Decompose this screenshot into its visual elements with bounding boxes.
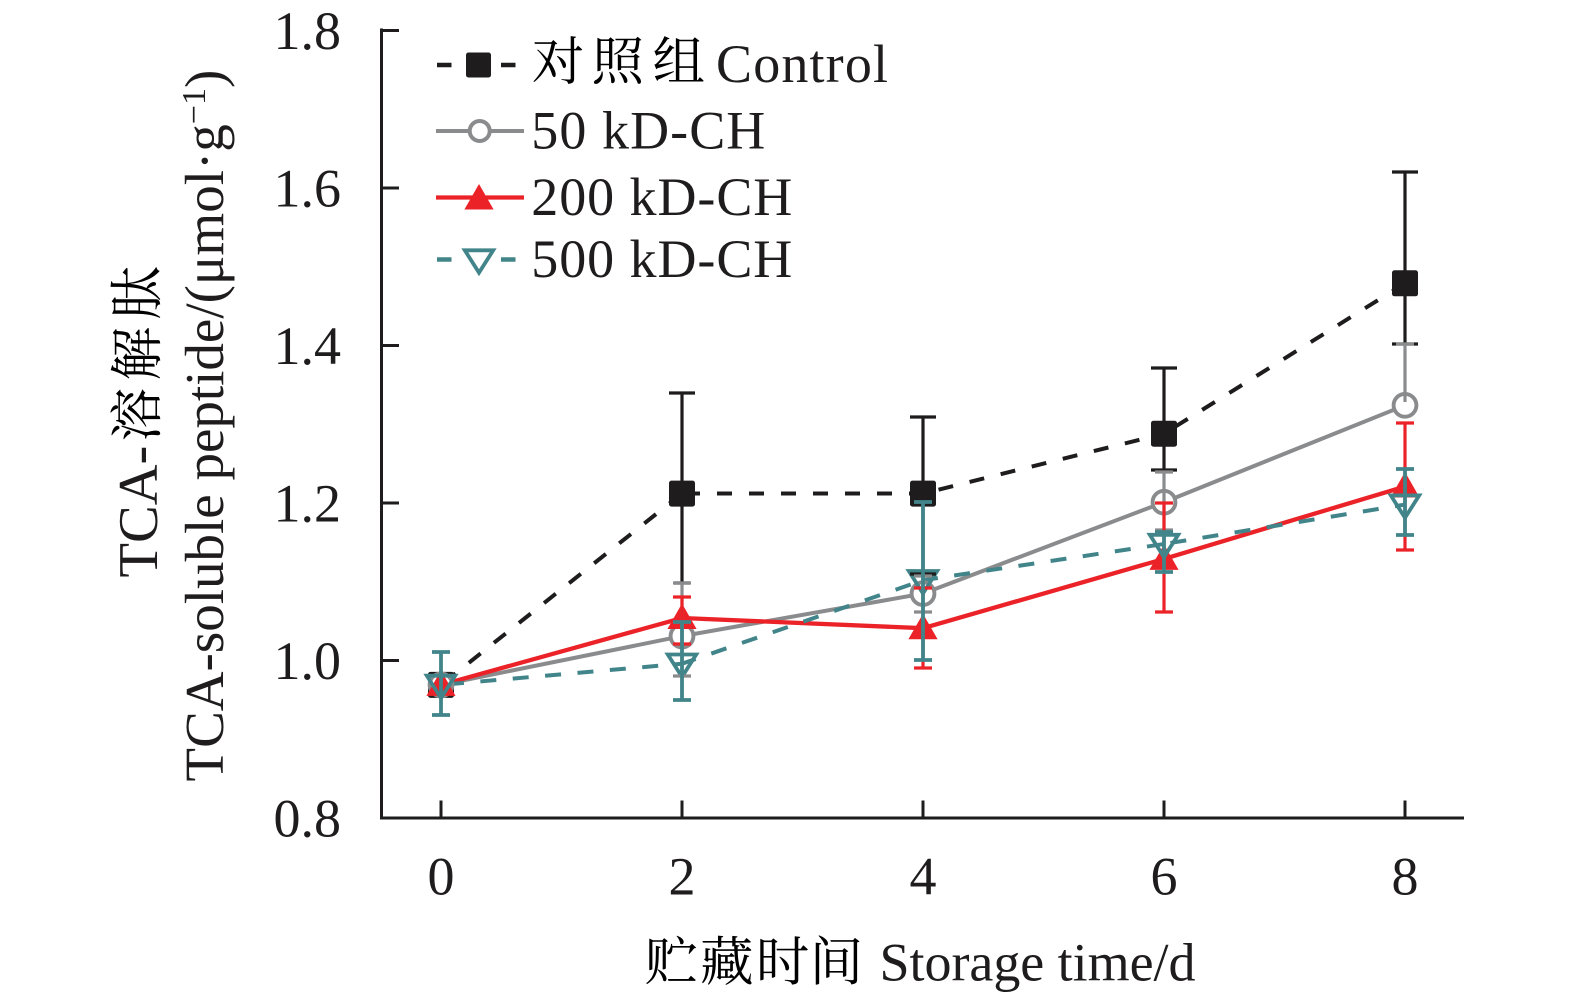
svg-text:Storage time/d: Storage time/d (880, 933, 1196, 993)
svg-text:1.0: 1.0 (274, 631, 342, 691)
svg-text:TCA-soluble peptide/(μmol·g−1): TCA-soluble peptide/(μmol·g−1) (174, 70, 235, 782)
svg-text:1.2: 1.2 (274, 474, 342, 534)
svg-text:2: 2 (669, 847, 696, 907)
svg-text:0: 0 (428, 847, 455, 907)
svg-text:Control: Control (716, 34, 888, 94)
svg-text:4: 4 (910, 847, 937, 907)
svg-text:0.8: 0.8 (274, 789, 342, 849)
svg-text:6: 6 (1151, 847, 1178, 907)
svg-text:200 kD-CH: 200 kD-CH (531, 167, 792, 227)
svg-text:1.6: 1.6 (274, 159, 342, 219)
svg-text:1.4: 1.4 (274, 316, 342, 376)
svg-text:8: 8 (1392, 847, 1419, 907)
svg-text:500 kD-CH: 500 kD-CH (531, 229, 792, 289)
svg-text:50 kD-CH: 50 kD-CH (531, 101, 765, 161)
svg-text:1.8: 1.8 (274, 1, 342, 61)
svg-text:TCA-: TCA- (108, 446, 170, 578)
